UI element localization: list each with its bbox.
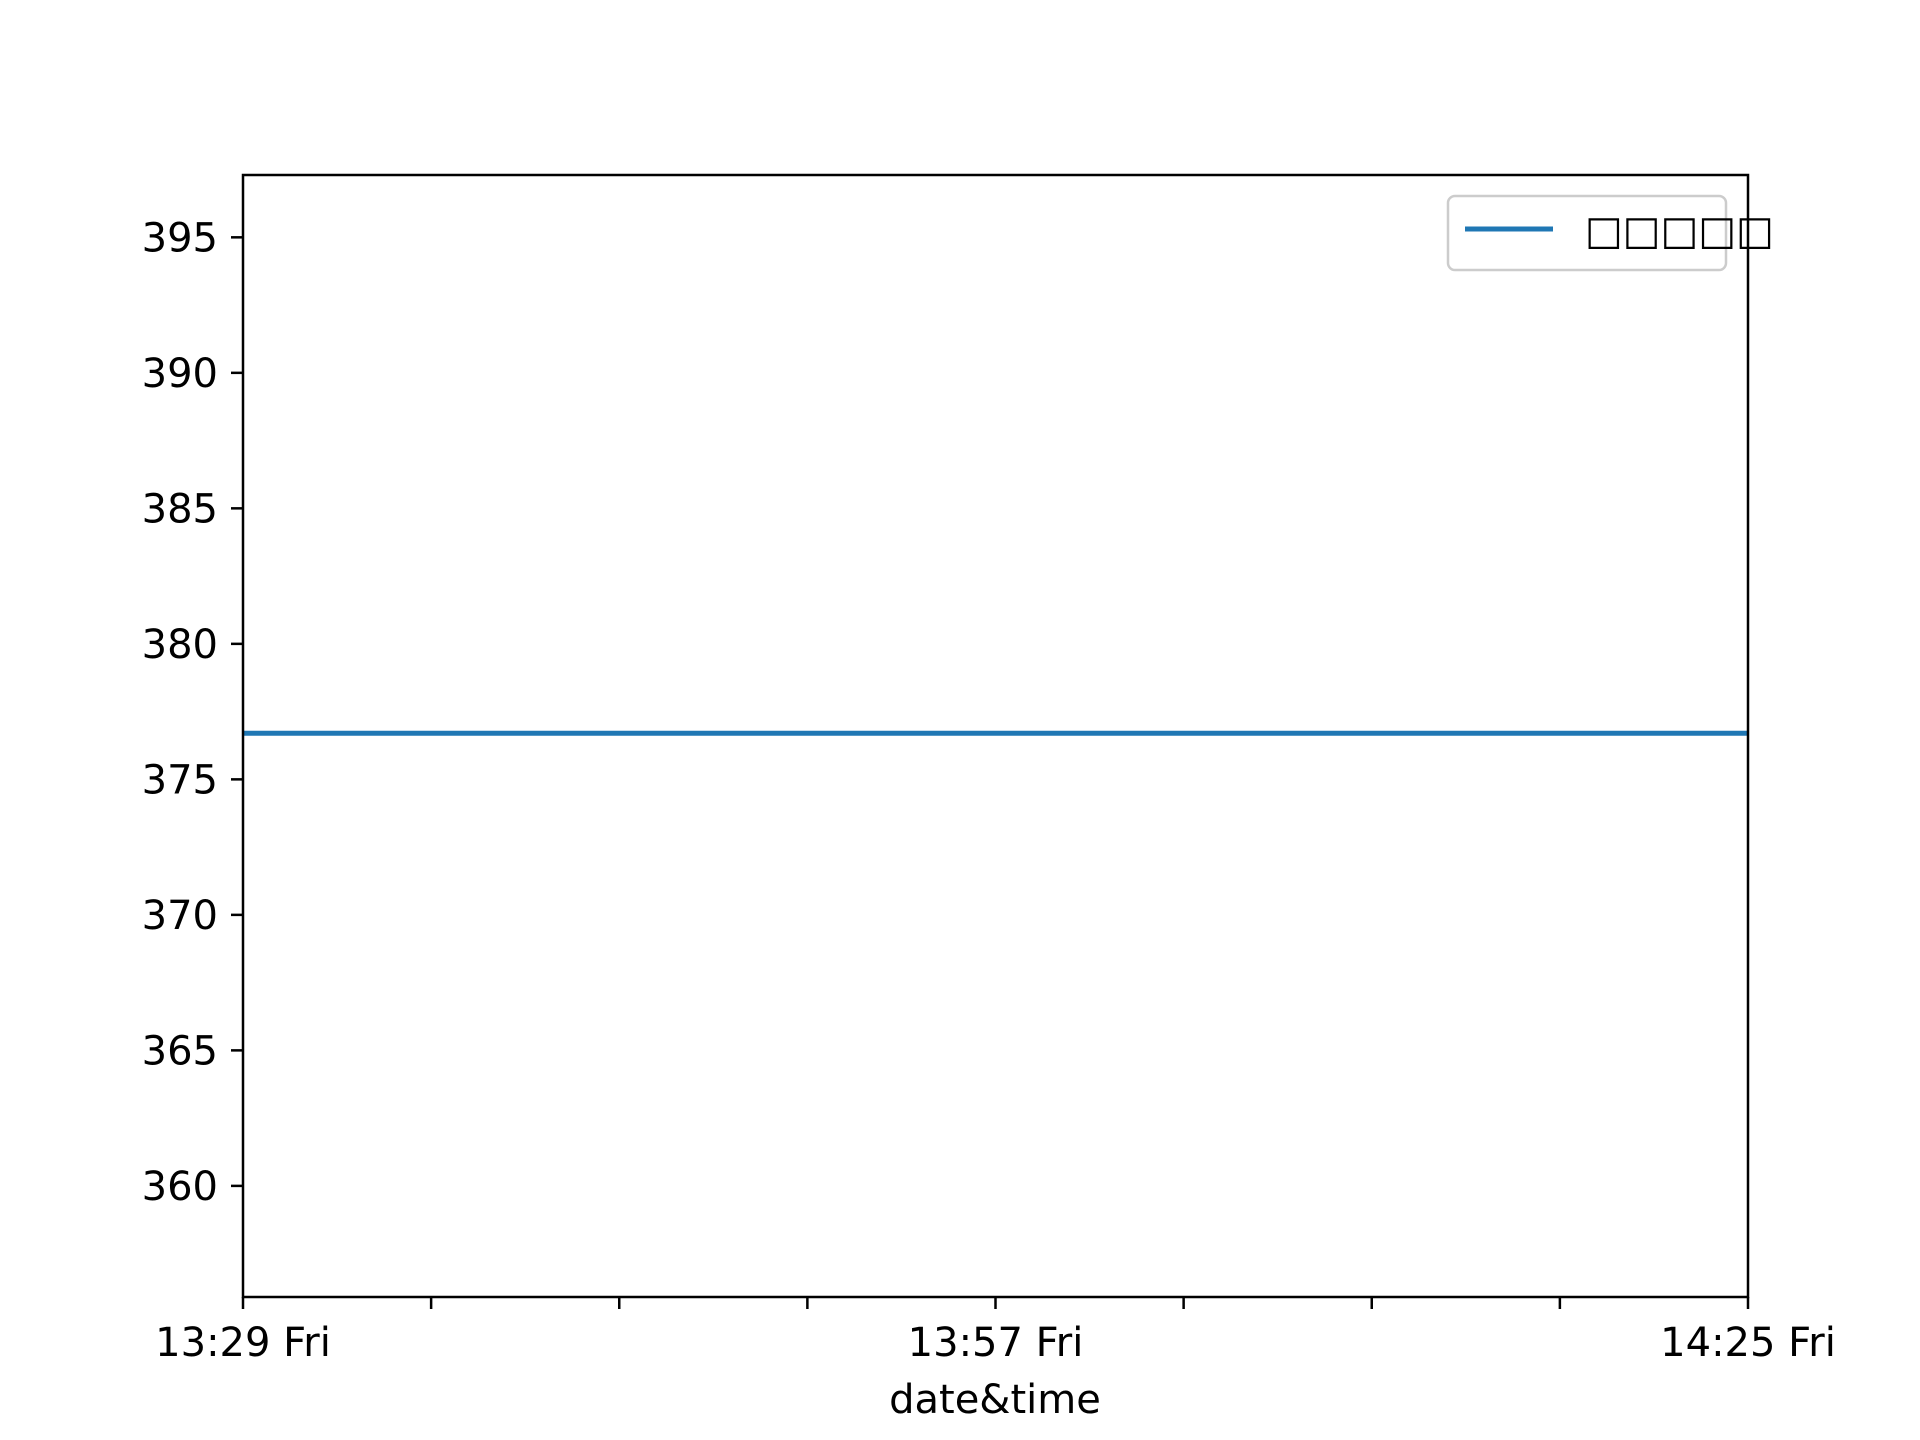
y-tick-label: 380 bbox=[142, 622, 218, 668]
y-tick-label: 395 bbox=[142, 215, 218, 261]
y-tick-label: 375 bbox=[142, 757, 218, 803]
plot-area bbox=[243, 175, 1748, 1297]
x-axis: 13:29 Fri 13:57 Fri 14:25 Fri bbox=[155, 1297, 1836, 1366]
legend-box bbox=[1446, 194, 1728, 272]
y-tick-label: 390 bbox=[142, 351, 218, 397]
legend: □□□□□ bbox=[1446, 194, 1774, 272]
y-tick-label: 360 bbox=[142, 1164, 218, 1210]
y-tick-label: 365 bbox=[142, 1028, 218, 1074]
x-tick-label: 13:29 Fri bbox=[155, 1320, 331, 1366]
legend-label: □□□□□ bbox=[1585, 208, 1774, 254]
x-tick-label: 13:57 Fri bbox=[908, 1320, 1084, 1366]
y-tick-label: 370 bbox=[142, 893, 218, 939]
y-axis: 360 365 370 375 380 385 390 395 bbox=[142, 215, 243, 1210]
y-tick-label: 385 bbox=[142, 486, 218, 532]
x-axis-label: date&time bbox=[889, 1377, 1101, 1423]
x-tick-label: 14:25 Fri bbox=[1660, 1320, 1836, 1366]
